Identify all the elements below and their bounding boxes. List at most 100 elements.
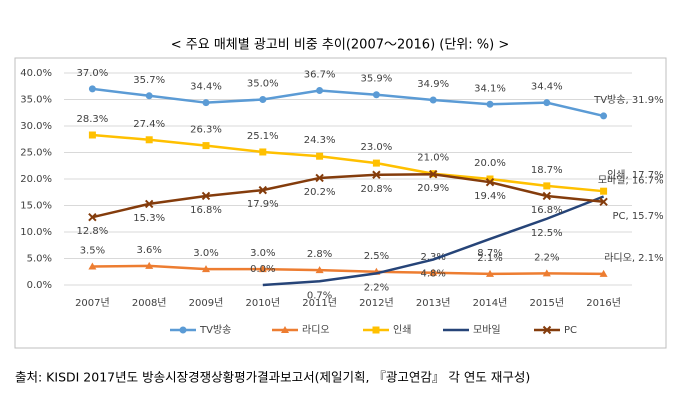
data-label: 35.0% [247, 79, 279, 90]
data-point [485, 177, 495, 187]
data-point [599, 197, 608, 206]
data-point [201, 191, 211, 201]
data-label: 2.8% [307, 249, 332, 260]
data-point [486, 100, 494, 108]
data-label: 23.0% [361, 142, 393, 153]
chart-title: < 주요 매체별 광고비 비중 추이(2007～2016) (단위: %) > [171, 38, 509, 53]
data-point [372, 91, 380, 99]
data-label: 12.8% [77, 226, 109, 237]
data-label: 35.7% [133, 75, 165, 86]
data-label: 17.9% [247, 199, 279, 210]
data-point [486, 175, 494, 183]
data-label: 21.0% [417, 153, 449, 164]
data-label: 34.1% [474, 83, 506, 94]
data-label: TV방송, 31.9% [593, 94, 663, 106]
data-point [202, 265, 210, 273]
data-label: 2.2% [534, 252, 559, 263]
data-point [372, 159, 380, 167]
x-tick-label: 2010년 [245, 297, 280, 309]
data-point [543, 99, 551, 107]
data-point [145, 136, 153, 144]
data-point [429, 96, 437, 104]
data-point [542, 191, 552, 201]
data-point [88, 212, 97, 222]
data-point [429, 268, 438, 276]
data-point [88, 131, 96, 139]
data-label: 2.1% [477, 253, 502, 264]
data-label: 16.8% [190, 205, 222, 216]
data-point [315, 266, 324, 274]
legend-marker [542, 325, 552, 335]
data-label: 인쇄, 17.7% [607, 169, 664, 181]
y-tick-label: 40.0% [20, 68, 52, 79]
data-label: 34.4% [531, 82, 563, 93]
data-point [202, 142, 210, 150]
y-tick-label: 35.0% [20, 95, 52, 106]
data-label: 3.6% [136, 245, 161, 256]
data-label: 8.7% [477, 248, 502, 259]
data-label: 0.0% [250, 264, 275, 275]
legend-label: 모바일 [473, 324, 501, 336]
data-label: 37.0% [77, 68, 109, 79]
legend-marker [179, 326, 187, 334]
data-label: 12.5% [531, 228, 563, 239]
data-label: 20.8% [361, 184, 393, 195]
data-label: 16.8% [531, 205, 563, 216]
x-tick-label: 2016년 [586, 297, 621, 309]
data-point [258, 265, 267, 273]
data-label: 34.4% [190, 82, 222, 93]
y-tick-label: 30.0% [20, 121, 52, 132]
data-label: 2.2% [364, 282, 389, 293]
y-tick-label: 0.0% [27, 280, 52, 291]
data-label: 20.0% [474, 158, 506, 169]
data-point [145, 261, 154, 269]
data-label: 27.4% [133, 119, 165, 130]
x-tick-label: 2009년 [189, 297, 224, 309]
data-label: 35.9% [361, 74, 393, 85]
data-label: 20.2% [304, 187, 336, 198]
data-label: 19.4% [474, 191, 506, 202]
data-label: 36.7% [304, 69, 336, 80]
data-point [315, 173, 324, 183]
x-tick-label: 2012년 [359, 297, 394, 309]
data-point [600, 187, 608, 195]
data-label: 26.3% [190, 125, 222, 136]
data-label: 0.7% [307, 290, 332, 301]
y-tick-label: 5.0% [27, 254, 52, 265]
data-label: 15.3% [133, 213, 165, 224]
y-tick-label: 10.0% [20, 227, 52, 238]
y-tick-label: 20.0% [20, 174, 52, 185]
legend-label: TV방송 [199, 324, 231, 336]
data-point [258, 185, 268, 195]
data-point [486, 269, 494, 277]
y-tick-label: 25.0% [20, 148, 52, 159]
data-point [316, 152, 324, 160]
legend-label: PC [564, 325, 577, 336]
series-line [92, 133, 604, 193]
y-tick-label: 15.0% [20, 201, 52, 212]
data-label: 3.5% [80, 245, 105, 256]
data-point [543, 182, 551, 190]
data-point [88, 262, 97, 270]
data-label: 18.7% [531, 165, 563, 176]
data-point [259, 148, 267, 156]
series-line [92, 87, 604, 118]
x-tick-label: 2008년 [132, 297, 167, 309]
data-label: 25.1% [247, 131, 279, 142]
data-label: 20.9% [417, 183, 449, 194]
data-label: 모바일, 16.7% [598, 174, 664, 186]
x-tick-label: 2007년 [75, 297, 110, 309]
data-point [316, 86, 324, 94]
source-note: 출처: KISDI 2017년도 방송시장경쟁상황평가결과보고서(제일기획, 『… [15, 370, 530, 385]
data-point [372, 170, 381, 179]
data-label: 24.3% [304, 135, 336, 146]
data-label: 34.9% [417, 79, 449, 90]
data-label: 2.3% [420, 252, 445, 263]
legend-label: 인쇄 [393, 324, 411, 336]
data-label: 3.0% [250, 248, 275, 259]
data-label: 3.0% [193, 248, 218, 259]
data-point [202, 99, 210, 107]
data-label: 28.3% [77, 114, 109, 125]
series-line [92, 264, 604, 276]
